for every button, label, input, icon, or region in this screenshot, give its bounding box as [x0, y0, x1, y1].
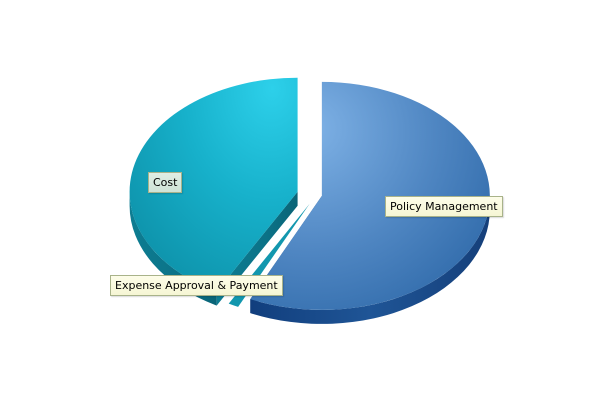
slice-label-policy-management: Policy Management [385, 196, 503, 217]
pie-slice-policy-management-outer-wall [250, 195, 490, 324]
pie-slice-cost[interactable] [129, 77, 298, 292]
pie-slice-policy-management[interactable] [250, 81, 490, 310]
slice-label-cost: Cost [148, 172, 183, 193]
slice-label-expense-approval-payment: Expense Approval & Payment [110, 275, 283, 296]
